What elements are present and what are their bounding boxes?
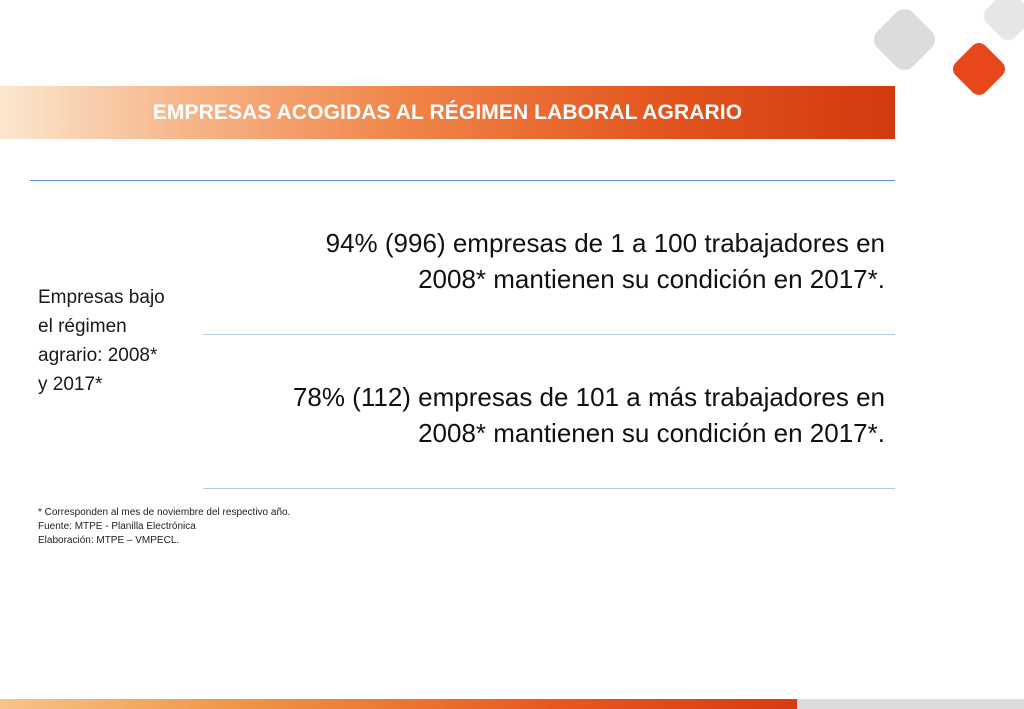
stat-line: 2008* mantienen su condición en 2017*. — [418, 418, 885, 448]
footnote: * Corresponden al mes de noviembre del r… — [38, 507, 291, 518]
label-line: agrario: 2008* — [38, 345, 158, 366]
table-bottom-rule — [203, 488, 895, 489]
row-group-label: Empresas bajo el régimen agrario: 2008* … — [38, 283, 203, 399]
stat-row-2: 78% (112) empresas de 101 a más trabajad… — [210, 379, 885, 451]
logo-gray-diamond-small — [983, 0, 1024, 41]
footer-gray-bar — [797, 699, 1024, 709]
label-line: el régimen — [38, 316, 127, 337]
stat-line: 78% (112) empresas de 101 a más trabajad… — [292, 382, 885, 412]
stat-row-1: 94% (996) empresas de 1 a 100 trabajador… — [210, 225, 885, 297]
logo-orange-diamond — [953, 43, 1005, 95]
diamond-shapes-logo-icon — [874, 0, 1024, 95]
footnotes: * Corresponden al mes de noviembre del r… — [38, 506, 290, 548]
label-line: Empresas bajo — [38, 287, 165, 308]
page-title: EMPRESAS ACOGIDAS AL RÉGIMEN LABORAL AGR… — [152, 100, 743, 124]
stat-line: 94% (996) empresas de 1 a 100 trabajador… — [325, 228, 885, 258]
source-note: Fuente: MTPE - Planilla Electrónica — [38, 521, 196, 532]
title-banner: EMPRESAS ACOGIDAS AL RÉGIMEN LABORAL AGR… — [0, 86, 895, 139]
table-top-rule — [30, 180, 895, 181]
credit-note: Elaboración: MTPE – VMPECL. — [38, 535, 180, 546]
stat-line: 2008* mantienen su condición en 2017*. — [418, 264, 885, 294]
label-line: y 2017* — [38, 374, 103, 395]
logo-gray-diamond — [874, 9, 935, 70]
footer-accent-bar — [0, 699, 797, 709]
table-row-divider — [203, 334, 895, 335]
logo — [874, 0, 1024, 95]
